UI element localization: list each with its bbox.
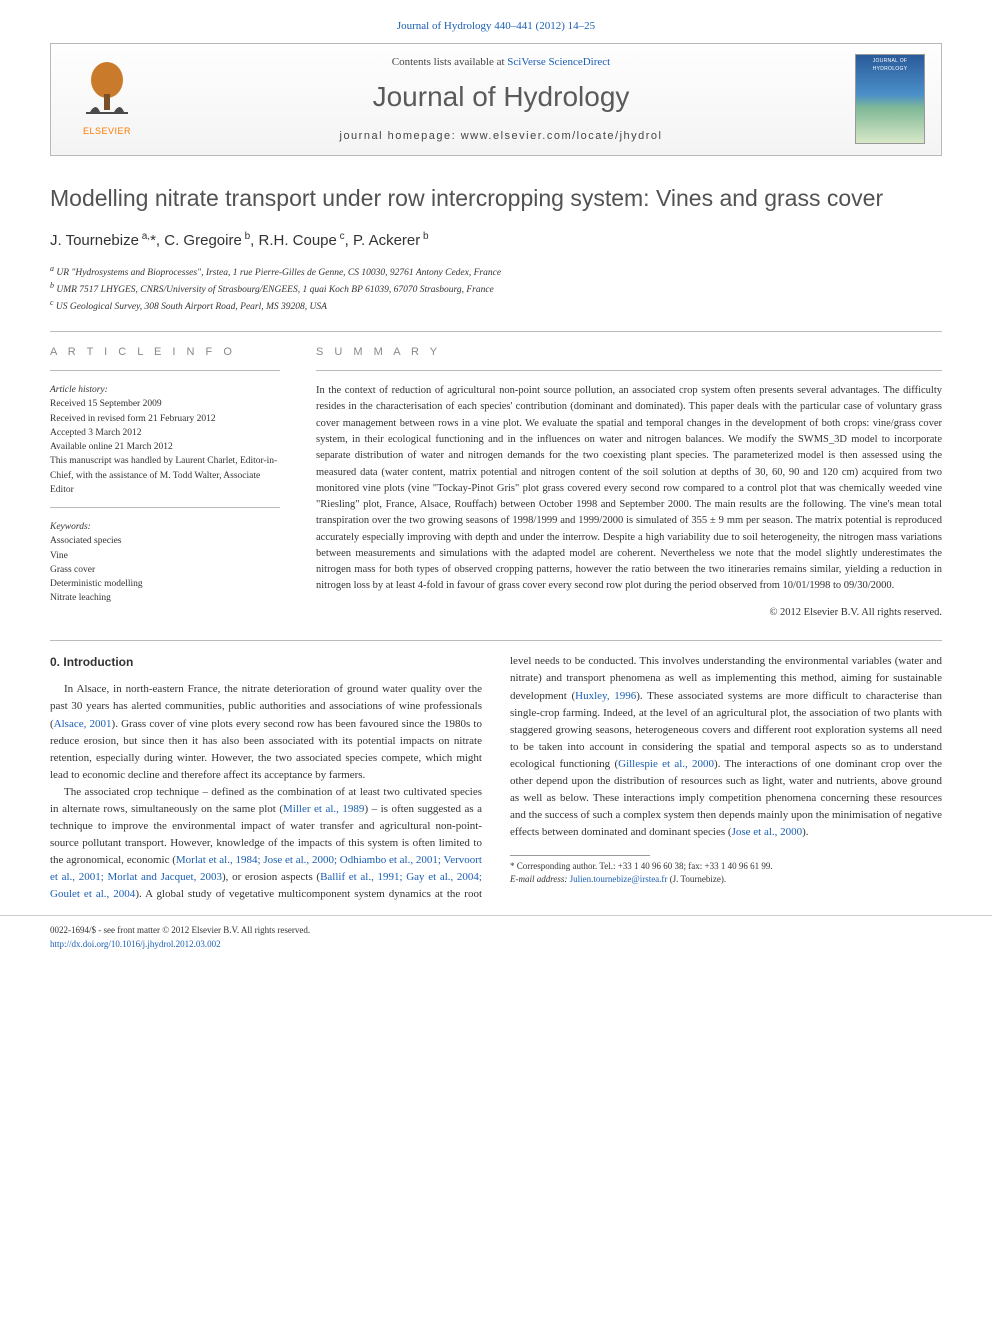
author: P. Ackerer (353, 232, 420, 249)
history-item: This manuscript was handled by Laurent C… (50, 454, 280, 497)
corr-marker: * (150, 232, 156, 249)
copyright: © 2012 Elsevier B.V. All rights reserved… (316, 605, 942, 621)
divider (50, 331, 942, 332)
keyword: Deterministic modelling (50, 577, 280, 591)
history-item: Available online 21 March 2012 (50, 440, 280, 454)
ref-link[interactable]: Gillespie et al., 2000 (618, 758, 714, 770)
history-item: Received in revised form 21 February 201… (50, 412, 280, 426)
contents-line: Contents lists available at SciVerse Sci… (147, 54, 855, 71)
doi-link[interactable]: http://dx.doi.org/10.1016/j.jhydrol.2012… (50, 939, 221, 949)
authors-line: J. Tournebize a,*, C. Gregoire b, R.H. C… (50, 229, 942, 253)
history-item: Accepted 3 March 2012 (50, 426, 280, 440)
author: R.H. Coupe (258, 232, 336, 249)
ref-link[interactable]: Jose et al., 2000 (732, 826, 803, 838)
keywords-block: Keywords: Associated species Vine Grass … (50, 520, 280, 606)
divider (316, 370, 942, 371)
summary: S U M M A R Y In the context of reductio… (316, 344, 942, 621)
journal-name: Journal of Hydrology (147, 76, 855, 118)
ref-link[interactable]: Huxley, 1996 (575, 690, 636, 702)
citation-link[interactable]: Journal of Hydrology 440–441 (2012) 14–2… (397, 20, 595, 32)
ref-link[interactable]: Alsace, 2001 (54, 718, 112, 730)
divider (50, 507, 280, 508)
author: J. Tournebize (50, 232, 139, 249)
front-matter: 0022-1694/$ - see front matter © 2012 El… (50, 924, 310, 938)
footer-info: 0022-1694/$ - see front matter © 2012 El… (0, 916, 992, 969)
email-link[interactable]: Julien.tournebize@irstea.fr (570, 874, 668, 884)
journal-header: ELSEVIER Contents lists available at Sci… (50, 43, 942, 156)
divider (50, 370, 280, 371)
publisher-name: ELSEVIER (83, 125, 131, 139)
article-info: A R T I C L E I N F O Article history: R… (50, 344, 280, 621)
footnote-separator (510, 855, 650, 856)
header-center: Contents lists available at SciVerse Sci… (147, 54, 855, 145)
affil-marker: c (337, 231, 345, 242)
keywords-label: Keywords: (50, 520, 280, 534)
affil-marker: b (420, 231, 428, 242)
body-columns: 0. Introduction In Alsace, in north-east… (50, 653, 942, 903)
affiliation: a UR "Hydrosystems and Bioprocesses", Ir… (50, 263, 942, 280)
section-heading: 0. Introduction (50, 653, 482, 671)
affiliation: b UMR 7517 LHYGES, CNRS/University of St… (50, 280, 942, 297)
author: C. Gregoire (164, 232, 242, 249)
ref-link[interactable]: Miller et al., 1989 (283, 803, 364, 815)
body-paragraph: In Alsace, in north-eastern France, the … (50, 681, 482, 783)
history-block: Article history: Received 15 September 2… (50, 383, 280, 497)
journal-cover-thumb: JOURNAL OF HYDROLOGY (855, 54, 925, 144)
history-item: Received 15 September 2009 (50, 397, 280, 411)
publisher-logo: ELSEVIER (67, 60, 147, 139)
affil-marker: b (242, 231, 250, 242)
summary-text: In the context of reduction of agricultu… (316, 383, 942, 594)
history-label: Article history: (50, 383, 280, 397)
sciencedirect-link[interactable]: SciVerse ScienceDirect (507, 56, 610, 68)
corresponding-footnote: * Corresponding author. Tel.: +33 1 40 9… (510, 860, 942, 887)
affil-marker: a, (139, 231, 150, 242)
info-summary-row: A R T I C L E I N F O Article history: R… (50, 344, 942, 621)
keyword: Grass cover (50, 563, 280, 577)
keyword: Nitrate leaching (50, 591, 280, 605)
keyword: Associated species (50, 534, 280, 548)
summary-head: S U M M A R Y (316, 344, 942, 361)
affiliations: a UR "Hydrosystems and Bioprocesses", Ir… (50, 263, 942, 315)
divider (50, 640, 942, 641)
elsevier-tree-icon (78, 60, 136, 122)
affiliation: c US Geological Survey, 308 South Airpor… (50, 297, 942, 314)
journal-homepage: journal homepage: www.elsevier.com/locat… (147, 128, 855, 145)
keyword: Vine (50, 549, 280, 563)
citation-line: Journal of Hydrology 440–441 (2012) 14–2… (0, 0, 992, 43)
article-info-head: A R T I C L E I N F O (50, 344, 280, 361)
article-title: Modelling nitrate transport under row in… (50, 181, 942, 216)
